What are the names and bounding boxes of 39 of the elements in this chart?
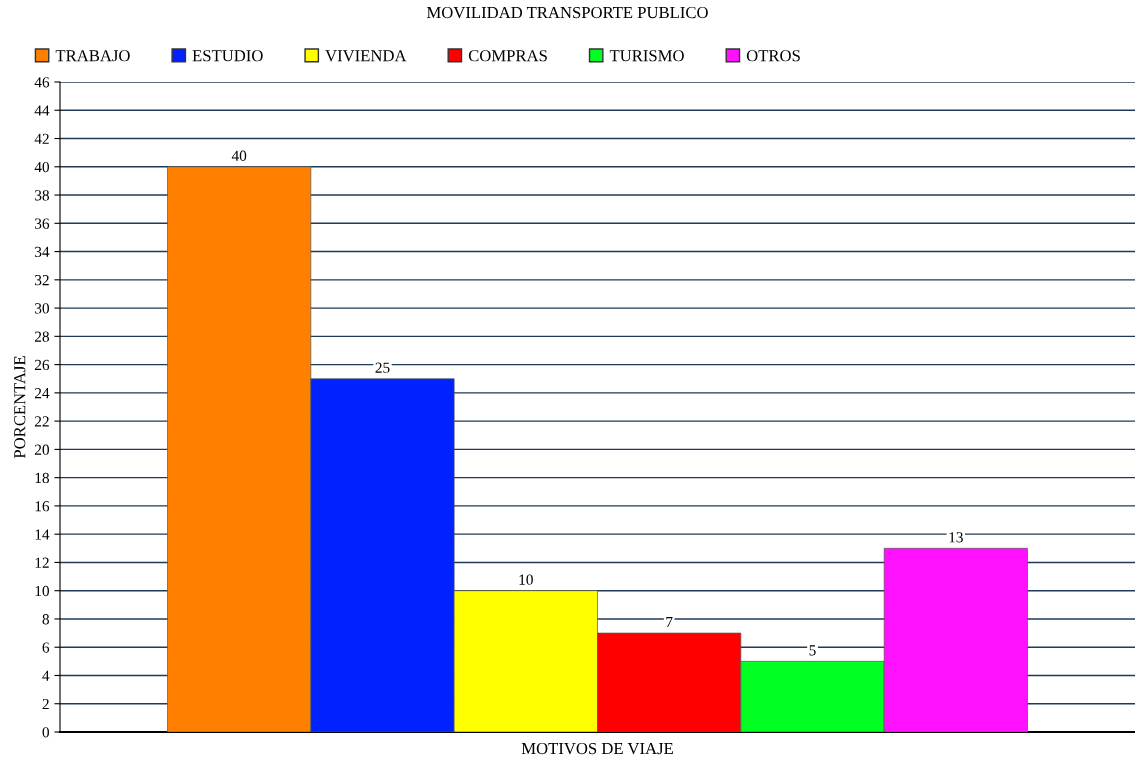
y-axis-title: PORCENTAJE [14,356,26,459]
legend-label: ESTUDIO [192,50,263,62]
legend-label: TRABAJO [55,50,130,62]
data-label: 40 [231,150,247,161]
legend-label: COMPRAS [468,50,547,62]
y-tick-label: 0 [42,727,49,738]
y-tick-label: 32 [35,275,49,286]
y-tick-label: 24 [34,388,50,399]
legend-label: TURISMO [609,50,684,62]
y-tick-label: 14 [35,529,50,540]
data-label: 13 [949,532,963,543]
data-label: 5 [809,645,816,656]
legend-label: VIVIENDA [325,50,407,62]
y-tick-label: 20 [34,444,49,455]
y-tick-label: 12 [35,557,49,568]
y-tick-label: 30 [35,303,49,314]
y-tick-label: 42 [34,133,49,144]
y-tick-label: 22 [34,416,49,427]
y-tick-label: 16 [35,501,50,512]
y-tick-label: 18 [35,472,49,484]
legend-label: OTROS [746,50,800,62]
data-label: 25 [375,362,390,373]
y-tick-label: 46 [34,77,50,88]
y-tick-label: 6 [42,642,50,653]
data-label: 10 [519,574,533,585]
y-tick-label: 34 [35,246,50,258]
y-tick-label: 4 [42,670,50,681]
y-tick-label: 44 [34,105,50,116]
y-tick-label: 28 [34,331,49,342]
y-tick-label: 40 [34,161,49,173]
y-tick-label: 26 [34,359,50,371]
data-label: 7 [666,617,673,628]
chart-title: MOVILIDAD TRANSPORTE PUBLICO [426,6,708,19]
y-tick-label: 36 [35,218,50,229]
y-tick-label: 38 [35,190,49,201]
y-tick-label: 10 [35,585,49,597]
x-axis-title: MOTIVOS DE VIAJE [521,742,673,755]
y-tick-label: 8 [42,614,49,625]
y-tick-label: 2 [42,698,49,710]
